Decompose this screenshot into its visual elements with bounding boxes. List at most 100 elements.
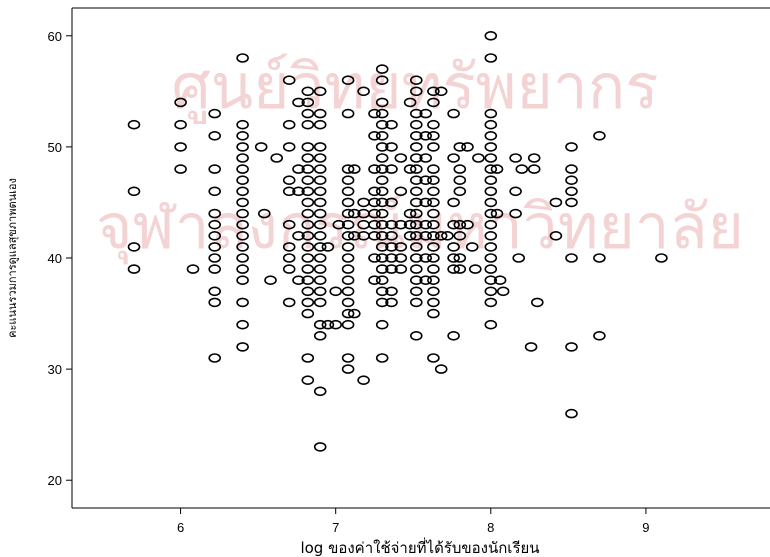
data-point xyxy=(484,30,498,41)
y-tick-label: 40 xyxy=(48,251,62,266)
data-point xyxy=(385,119,398,130)
data-point xyxy=(427,286,440,297)
data-point xyxy=(357,86,370,97)
x-tick-label: 9 xyxy=(642,520,649,535)
data-point xyxy=(419,108,433,119)
data-point xyxy=(549,231,563,241)
data-point xyxy=(565,197,578,208)
data-point xyxy=(409,297,423,308)
data-point xyxy=(208,264,221,274)
y-tick-label: 50 xyxy=(48,140,62,155)
data-point xyxy=(236,142,249,152)
data-point xyxy=(341,208,355,219)
data-point xyxy=(321,319,335,330)
data-point xyxy=(301,86,315,97)
data-point xyxy=(236,297,249,308)
data-point xyxy=(375,153,389,163)
data-point xyxy=(301,375,315,386)
data-point xyxy=(208,108,221,119)
data-point xyxy=(368,253,381,263)
data-point xyxy=(385,253,398,263)
x-axis-title: log ของค่าใช้จ่ายที่ได้รับของนักเรียน xyxy=(300,537,539,557)
data-point xyxy=(434,86,448,97)
data-point xyxy=(409,264,423,274)
data-point xyxy=(419,197,433,208)
data-point xyxy=(236,186,249,197)
data-point xyxy=(236,342,249,352)
data-point xyxy=(403,208,417,219)
data-point xyxy=(385,231,398,241)
data-point xyxy=(313,386,327,397)
data-point xyxy=(236,119,249,130)
data-point xyxy=(341,353,355,363)
data-point xyxy=(427,175,440,185)
data-point xyxy=(236,219,249,230)
data-point xyxy=(313,242,327,252)
data-point xyxy=(409,253,423,263)
data-point xyxy=(453,219,467,230)
data-point xyxy=(419,219,433,230)
data-point xyxy=(301,175,315,185)
data-point xyxy=(461,219,474,230)
data-point xyxy=(375,319,389,330)
data-point xyxy=(427,97,440,108)
data-point xyxy=(427,119,440,130)
data-point xyxy=(527,164,541,174)
data-point xyxy=(375,286,389,297)
data-point xyxy=(447,108,460,119)
data-point xyxy=(208,164,221,174)
data-point xyxy=(461,142,474,152)
data-point xyxy=(409,175,423,185)
data-point xyxy=(347,308,361,319)
data-point xyxy=(292,97,305,108)
data-point xyxy=(593,131,606,141)
data-point xyxy=(368,108,381,119)
data-point xyxy=(565,175,578,185)
data-point xyxy=(465,242,479,252)
data-point xyxy=(385,264,398,274)
x-tick-label: 7 xyxy=(332,520,339,535)
data-point xyxy=(341,75,355,85)
data-point xyxy=(409,131,423,141)
data-point xyxy=(341,242,355,252)
data-point xyxy=(375,119,389,130)
data-point xyxy=(301,231,315,241)
data-point xyxy=(301,353,315,363)
data-point xyxy=(375,264,389,274)
data-point xyxy=(484,164,498,174)
data-point xyxy=(409,142,423,152)
data-point xyxy=(301,164,315,174)
data-point xyxy=(313,286,327,297)
data-point xyxy=(301,108,315,119)
data-point xyxy=(368,186,381,197)
y-tick-label: 60 xyxy=(48,29,62,44)
data-point xyxy=(427,142,440,152)
data-point xyxy=(313,275,327,286)
data-point xyxy=(282,297,296,308)
data-point xyxy=(527,153,541,163)
data-point xyxy=(341,319,355,330)
data-point xyxy=(447,219,460,230)
data-point xyxy=(375,219,389,230)
data-point xyxy=(427,231,440,241)
data-point xyxy=(484,219,498,230)
data-point xyxy=(484,286,498,297)
data-point xyxy=(468,264,482,274)
data-point xyxy=(347,231,361,241)
data-point xyxy=(394,153,408,163)
data-point xyxy=(509,186,522,197)
data-point xyxy=(453,264,467,274)
data-point xyxy=(313,319,327,330)
data-point xyxy=(409,75,423,85)
y-tick-label: 30 xyxy=(48,362,62,377)
data-point xyxy=(236,319,249,330)
data-points xyxy=(127,30,668,452)
data-point xyxy=(375,131,389,141)
data-point xyxy=(484,208,498,219)
data-point xyxy=(174,142,187,152)
data-point xyxy=(301,308,315,319)
data-point xyxy=(453,186,467,197)
data-point xyxy=(565,142,578,152)
data-point xyxy=(375,164,389,174)
